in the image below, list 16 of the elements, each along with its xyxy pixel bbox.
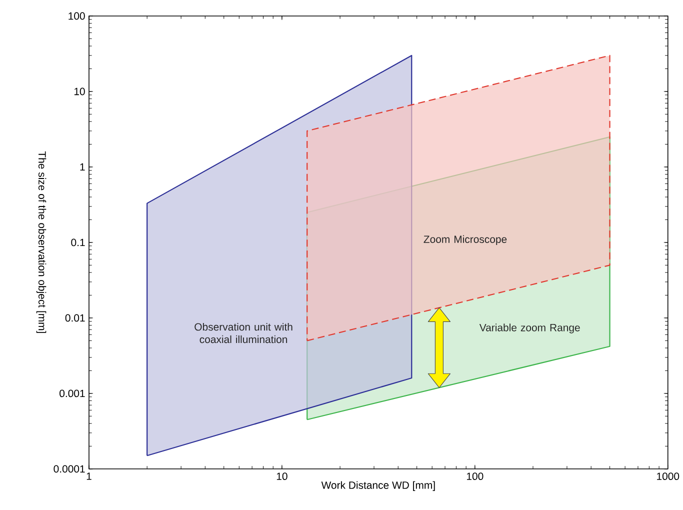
y-tick-label: 0.1 xyxy=(71,238,85,246)
x-tick-label: 1000 xyxy=(657,472,680,480)
x-tick-label: 10 xyxy=(276,472,288,480)
annotation: Variable zoom Range xyxy=(479,324,580,334)
x-axis-title: Work Distance WD [mm] xyxy=(321,481,435,491)
y-tick-label: 0.0001 xyxy=(54,465,85,473)
y-tick-label: 0.01 xyxy=(65,314,85,322)
y-tick-label: 100 xyxy=(68,12,85,20)
x-tick-label: 1 xyxy=(86,472,92,480)
y-tick-label: 0.001 xyxy=(60,390,85,398)
annotation: Observation unit with coaxial illumination xyxy=(194,323,292,344)
annotation: Zoom Microscope xyxy=(424,235,507,246)
y-axis-title: The size of the observation object [mm] xyxy=(36,151,46,333)
x-tick-label: 100 xyxy=(466,472,484,480)
y-tick-label: 1 xyxy=(80,163,85,171)
y-tick-label: 10 xyxy=(74,88,85,96)
